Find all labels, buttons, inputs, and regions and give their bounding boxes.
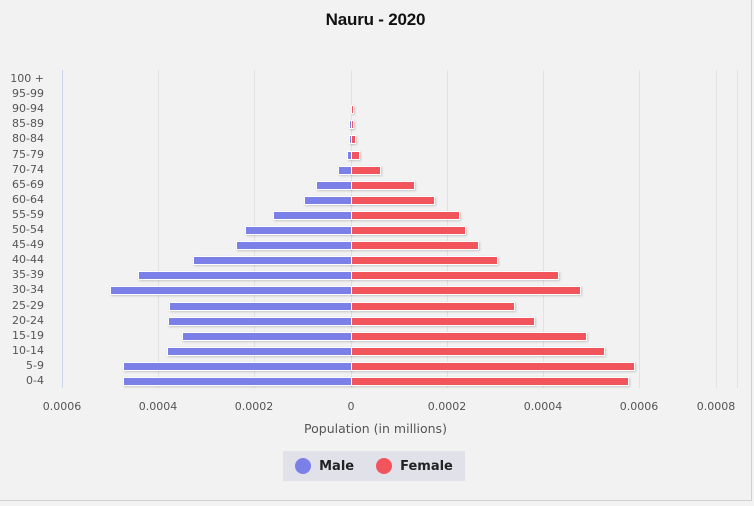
- bar-female[interactable]: [351, 135, 356, 145]
- y-tick-label: 50-54: [12, 223, 44, 236]
- bar-male[interactable]: [193, 256, 352, 266]
- bar-female[interactable]: [351, 256, 498, 266]
- y-tick-label: 20-24: [12, 313, 44, 327]
- bar-male[interactable]: [182, 331, 352, 341]
- gridline: [737, 70, 738, 388]
- y-tick-label: 15-19: [12, 328, 44, 342]
- legend-item-female[interactable]: Female: [376, 458, 453, 474]
- bar-female[interactable]: [351, 361, 636, 371]
- female-dot-icon: [376, 458, 393, 474]
- bar-male[interactable]: [235, 241, 352, 251]
- bar-female[interactable]: [351, 226, 466, 235]
- bar-female[interactable]: [351, 105, 354, 115]
- x-tick-label: 0: [347, 400, 355, 413]
- bar-male[interactable]: [303, 195, 352, 205]
- x-tick-label: 0.0006: [42, 400, 82, 413]
- y-tick-label: 60-64: [12, 192, 44, 206]
- x-tick-label: 0.0004: [138, 400, 178, 413]
- gridline: [158, 70, 159, 388]
- legend-item-male[interactable]: Male: [295, 458, 354, 474]
- bar-female[interactable]: [351, 150, 361, 160]
- gridline: [716, 70, 717, 388]
- y-tick-label: 35-39: [12, 268, 44, 282]
- bar-male[interactable]: [169, 301, 352, 311]
- x-tick-label: 0.0002: [234, 400, 274, 413]
- x-tick-label: 0.0006: [619, 400, 659, 413]
- y-tick-label: 75-79: [12, 147, 44, 161]
- bar-female[interactable]: [351, 165, 381, 175]
- bar-female[interactable]: [351, 180, 415, 190]
- bar-female[interactable]: [351, 316, 535, 326]
- bar-male[interactable]: [338, 165, 352, 175]
- bar-male[interactable]: [167, 346, 352, 356]
- y-tick-label: 100 +: [10, 72, 44, 85]
- bar-female[interactable]: [351, 195, 436, 205]
- legend-label-male: Male: [319, 458, 355, 474]
- y-tick-label: 45-49: [12, 238, 44, 252]
- bar-male[interactable]: [122, 377, 352, 386]
- x-tick-label: 0.0004: [523, 400, 563, 413]
- y-tick-label: 85-89: [12, 117, 44, 131]
- bar-female[interactable]: [351, 286, 581, 296]
- x-tick-label: 0.0002: [427, 400, 467, 413]
- chart-title: Nauru - 2020: [325, 10, 426, 29]
- bar-male[interactable]: [244, 226, 352, 235]
- y-tick-label: 30-34: [12, 283, 44, 297]
- male-dot-icon: [295, 458, 312, 474]
- bar-female[interactable]: [351, 346, 605, 356]
- bar-female[interactable]: [351, 271, 559, 281]
- gridline: [639, 70, 640, 388]
- y-tick-label: 90-94: [12, 102, 44, 116]
- y-tick-label: 65-69: [12, 177, 44, 191]
- gridline: [543, 70, 544, 388]
- bar-male[interactable]: [122, 361, 352, 371]
- legend-label-female: Female: [400, 458, 453, 474]
- bar-male[interactable]: [273, 210, 352, 220]
- y-tick-label: 55-59: [12, 207, 44, 221]
- y-tick-label: 25-29: [12, 298, 44, 312]
- bar-male[interactable]: [110, 286, 352, 296]
- legend: Male Female: [283, 451, 465, 481]
- y-tick-label: 10-14: [12, 343, 44, 357]
- y-tick-label: 5-9: [26, 358, 44, 372]
- y-tick-label: 80-84: [12, 132, 44, 146]
- bar-female[interactable]: [351, 301, 516, 311]
- bar-female[interactable]: [351, 120, 354, 130]
- bar-female[interactable]: [351, 331, 588, 341]
- y-tick-label: 0-4: [26, 374, 44, 387]
- bar-male[interactable]: [137, 271, 352, 281]
- y-tick-label: 95-99: [12, 87, 44, 101]
- y-tick-label: 40-44: [12, 253, 44, 267]
- bar-female[interactable]: [351, 241, 480, 251]
- x-tick-label: 0.0008: [696, 400, 736, 413]
- bar-female[interactable]: [351, 377, 629, 386]
- bar-female[interactable]: [351, 210, 461, 220]
- x-axis-title: Population (in millions): [304, 421, 447, 436]
- y-axis-line: [62, 70, 63, 388]
- bar-male[interactable]: [168, 316, 352, 326]
- y-tick-label: 70-74: [12, 162, 44, 176]
- bar-male[interactable]: [315, 180, 352, 190]
